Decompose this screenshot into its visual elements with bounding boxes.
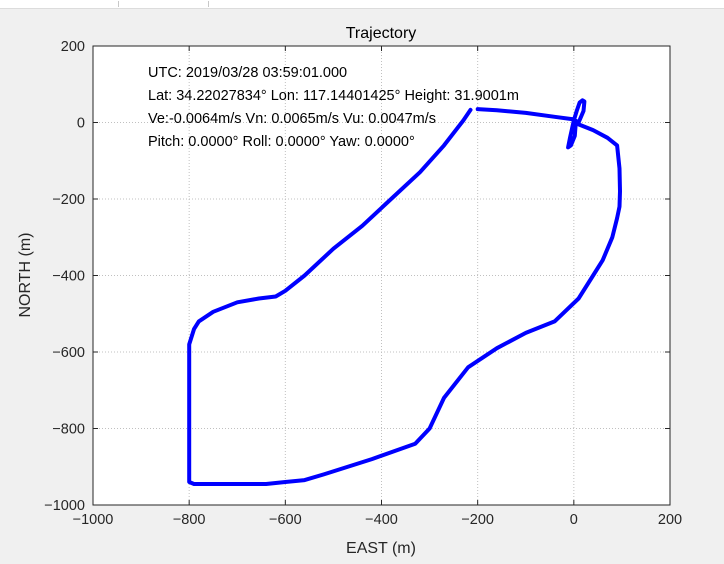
y-tick-label: −400 <box>52 269 85 285</box>
y-tick-label: 200 <box>61 39 85 55</box>
toolbar-strip <box>0 0 724 9</box>
x-tick-label: 0 <box>570 512 578 528</box>
y-axis-label: NORTH (m) <box>17 232 34 317</box>
trajectory-line <box>187 98 622 486</box>
x-tick-label: −600 <box>269 512 302 528</box>
y-tick-label: 0 <box>77 116 85 132</box>
x-tick-label: −800 <box>173 512 206 528</box>
x-axis-label: EAST (m) <box>346 540 416 557</box>
chart-title: Trajectory <box>346 25 417 42</box>
y-tick-labels: −1000 −800 −600 −400 −200 0 200 <box>44 39 85 514</box>
toolbar-separator <box>208 1 209 7</box>
y-tick-label: −1000 <box>44 498 85 514</box>
x-tick-label: 200 <box>658 512 682 528</box>
x-tick-label: −1000 <box>73 512 114 528</box>
x-tick-label: −200 <box>461 512 494 528</box>
y-tick-label: −800 <box>52 422 85 438</box>
annotation-position: Lat: 34.22027834° Lon: 117.14401425° Hei… <box>148 88 519 104</box>
y-tick-label: −200 <box>52 192 85 208</box>
toolbar-separator <box>118 1 119 7</box>
annotation-utc: UTC: 2019/03/28 03:59:01.000 <box>148 65 347 81</box>
x-tick-label: −400 <box>365 512 398 528</box>
annotation-velocity: Ve:-0.0064m/s Vn: 0.0065m/s Vu: 0.0047m/… <box>148 111 436 127</box>
annotation-attitude: Pitch: 0.0000° Roll: 0.0000° Yaw: 0.0000… <box>148 134 415 150</box>
plot-frame <box>92 45 671 506</box>
y-tick-label: −600 <box>52 345 85 361</box>
x-tick-labels: −1000 −800 −600 −400 −200 0 200 <box>73 512 682 528</box>
